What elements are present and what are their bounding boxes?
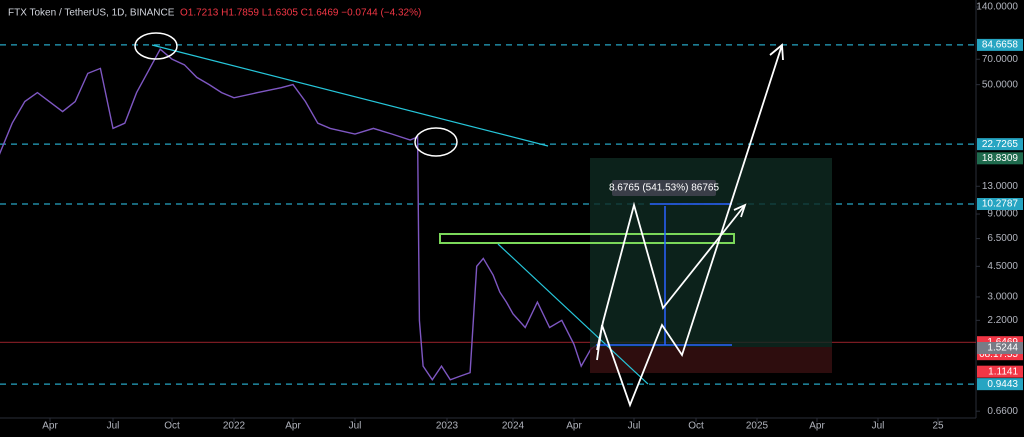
- price-label: 18.8309: [982, 153, 1019, 164]
- x-tick-label: Jul: [628, 421, 641, 432]
- x-tick-label: Oct: [164, 421, 180, 432]
- price-label-box: [977, 365, 1023, 378]
- price-label: 0.9443: [987, 379, 1018, 390]
- measure-label: 8.6765 (541.53%) 86765: [609, 183, 720, 194]
- measure-box: [612, 180, 716, 196]
- y-tick-label: 3.0000: [987, 292, 1018, 303]
- price-label-box: [977, 138, 1023, 151]
- y-tick-label: 0.6600: [987, 406, 1018, 417]
- x-tick-label: 2023: [436, 421, 459, 432]
- x-tick-label: 2022: [223, 421, 246, 432]
- resistance-box: [439, 233, 735, 244]
- price-label: 84.6658: [982, 40, 1019, 51]
- arrow-head: [769, 43, 784, 61]
- price-label-box: [977, 152, 1023, 165]
- price-label: 1.5244: [987, 343, 1018, 354]
- y-tick-label: 9.0000: [987, 209, 1018, 220]
- price-label-box: [977, 378, 1023, 391]
- x-tick-label: Oct: [688, 421, 704, 432]
- y-tick-label: 6.5000: [987, 233, 1018, 244]
- trendline: [151, 44, 549, 147]
- x-tick-label: Jul: [107, 421, 120, 432]
- x-tick-label: Apr: [285, 421, 301, 432]
- price-label: 10.2787: [982, 199, 1019, 210]
- y-tick-label: 70.0000: [982, 54, 1019, 65]
- price-label: 22.7265: [982, 139, 1019, 150]
- price-label-box: [977, 342, 1023, 355]
- price-label-box: [977, 38, 1023, 51]
- x-tick-label: 25: [932, 421, 944, 432]
- ohlc: O1.7213 H1.7859 L1.6305 C1.6469 −0.0744 …: [180, 8, 421, 19]
- x-tick-label: Jul: [349, 421, 362, 432]
- price-label-box: [977, 198, 1023, 211]
- x-tick-label: Apr: [42, 421, 58, 432]
- trendline: [497, 243, 649, 385]
- y-tick-label: 2.2000: [987, 315, 1018, 326]
- y-tick-label: 140.0000: [976, 2, 1018, 13]
- arrow-head: [733, 203, 747, 218]
- symbol-title: FTX Token / TetherUS, 1D, BINANCE: [8, 8, 175, 19]
- x-tick-label: Jul: [872, 421, 885, 432]
- y-tick-label: 13.0000: [982, 181, 1019, 192]
- y-tick-label: 50.0000: [982, 79, 1019, 90]
- x-tick-label: Apr: [809, 421, 825, 432]
- x-tick-label: 2024: [502, 421, 525, 432]
- highlight-circle: [414, 127, 458, 157]
- countdown: 08:17:55: [979, 349, 1018, 360]
- y-tick-label: 4.5000: [987, 261, 1018, 272]
- projection-path: [596, 201, 746, 351]
- highlight-circle: [134, 32, 178, 60]
- loss-zone: [590, 347, 832, 373]
- x-tick-label: Apr: [566, 421, 582, 432]
- x-tick-label: 2025: [746, 421, 769, 432]
- price-label: 1.1141: [988, 366, 1018, 377]
- price-line: [0, 48, 601, 382]
